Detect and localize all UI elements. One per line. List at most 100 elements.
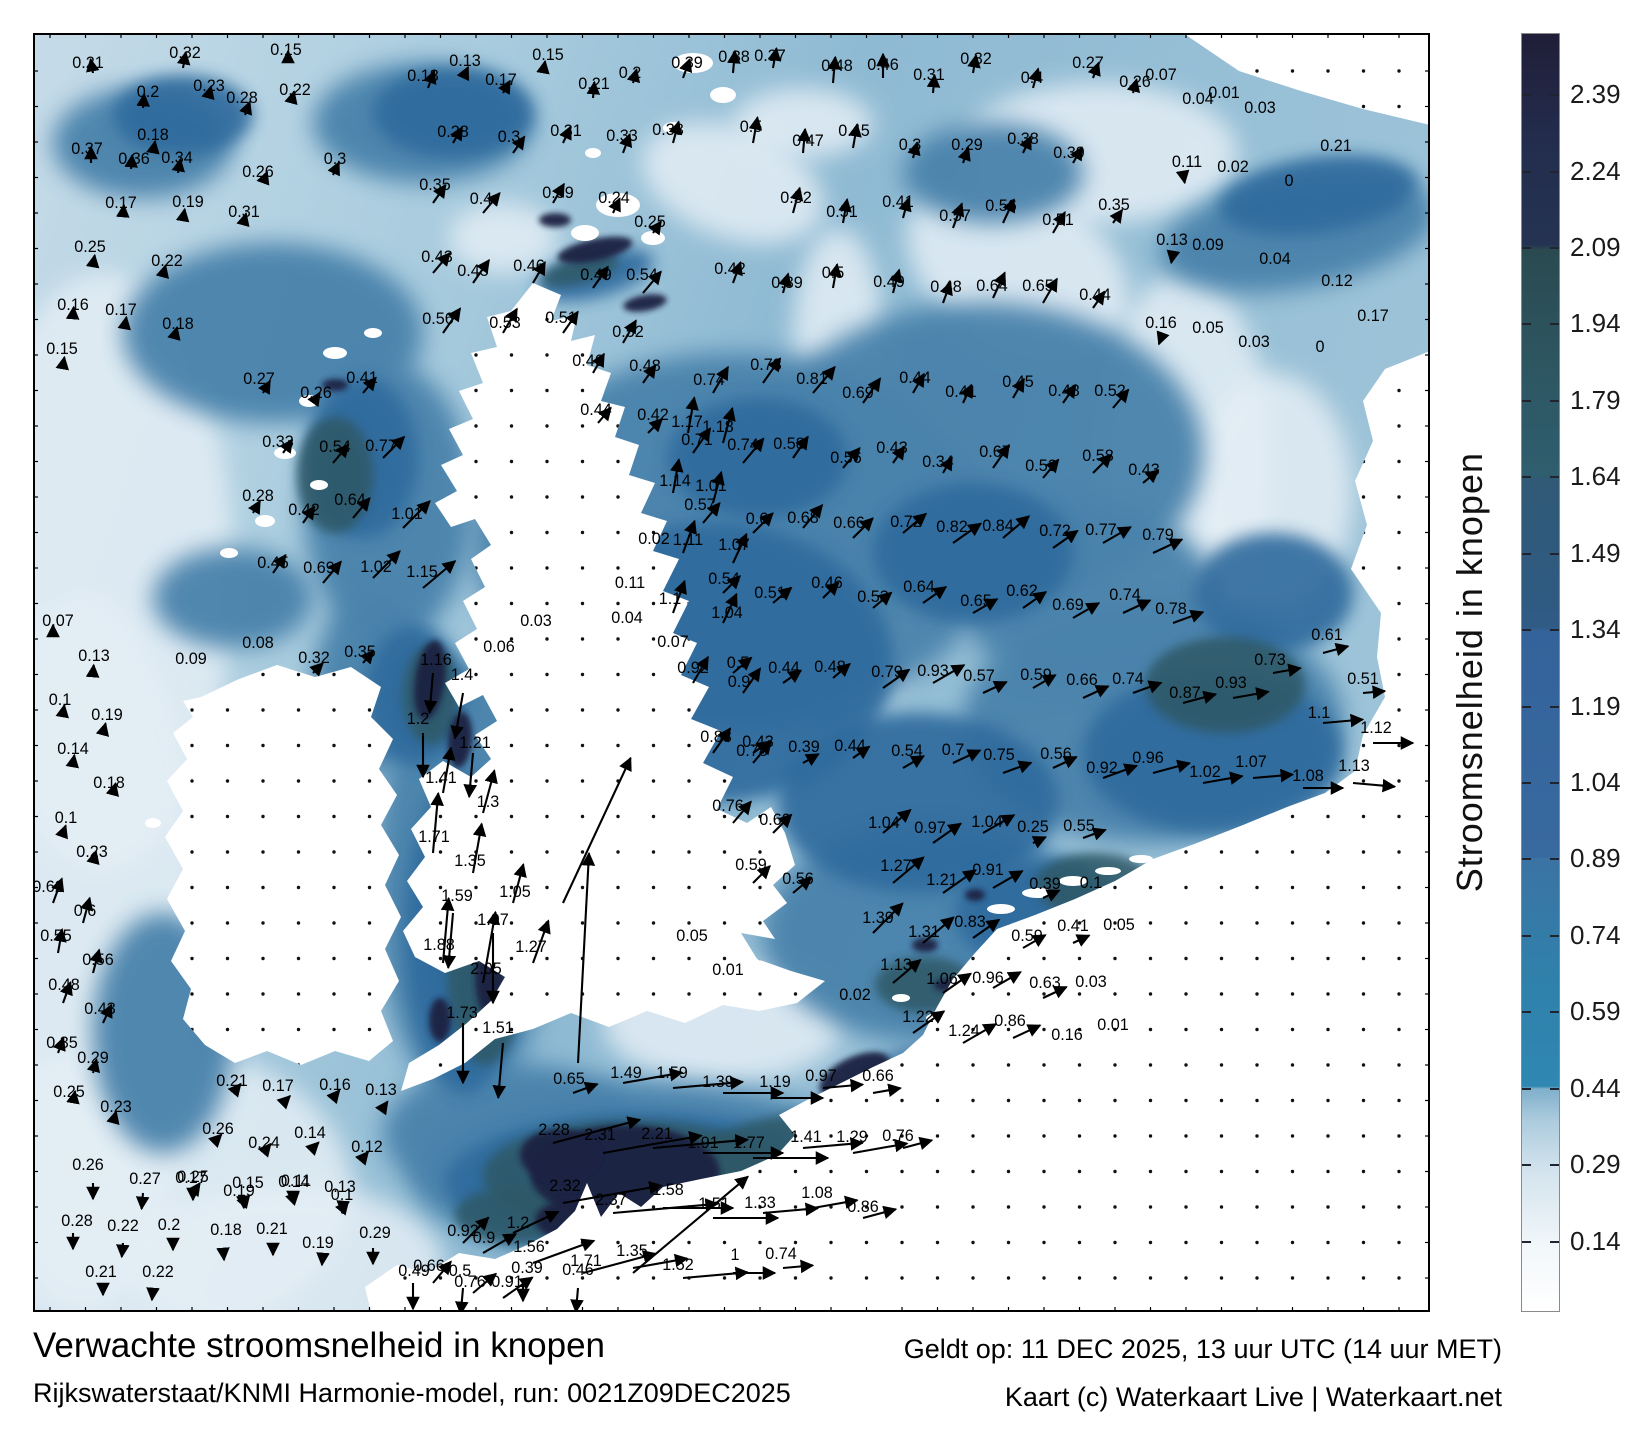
current-value-label: 0.46: [867, 56, 899, 74]
current-value-label: 0.03: [1244, 99, 1276, 117]
current-value-label: 1.02: [360, 558, 392, 576]
current-arrow: [767, 46, 782, 69]
current-arrow: [852, 517, 874, 539]
current-value-label: 1.33: [744, 1194, 776, 1212]
current-value-label: 0.24: [248, 1134, 280, 1152]
current-arrow: [939, 281, 953, 304]
colorbar-tick-label: 0.14: [1570, 1225, 1621, 1256]
current-arrow: [562, 310, 579, 334]
current-value-label: 0.4: [1021, 69, 1044, 87]
page-title: Verwachte stroomsnelheid in knopen: [33, 1326, 606, 1365]
current-value-label: 0.74: [727, 436, 759, 454]
current-arrow: [536, 59, 550, 75]
current-arrow: [146, 1287, 160, 1302]
current-value-label: 1.16: [420, 651, 452, 669]
current-arrow: [155, 264, 170, 279]
current-value-label: 1.12: [1360, 719, 1392, 737]
islet: [323, 347, 347, 359]
current-value-label: 1.07: [1235, 753, 1267, 771]
current-value-label: 0.52: [1025, 457, 1057, 475]
current-arrow: [1069, 146, 1083, 164]
current-value-label: 0.18: [407, 67, 439, 85]
current-value-label: 0.74: [1109, 586, 1141, 604]
current-arrow: [1362, 685, 1387, 699]
current-value-label: 0.28: [437, 123, 469, 141]
current-arrow: [86, 850, 100, 866]
current-arrow: [668, 120, 683, 144]
current-value-label: 0.96: [972, 969, 1004, 987]
current-arrow: [952, 749, 982, 764]
current-arrow: [1062, 383, 1077, 404]
current-arrow: [1042, 889, 1061, 902]
valid-time-caption: Geldt op: 11 DEC 2025, 13 uur UTC (14 uu…: [903, 1334, 1502, 1364]
current-arrow: [276, 1094, 292, 1110]
current-arrow: [52, 1036, 66, 1054]
current-value-label: 0.46: [513, 257, 545, 275]
current-value-label: 0.22: [151, 252, 183, 270]
current-value-label: 0.39: [1053, 144, 1085, 162]
current-value-label: 0.35: [1098, 196, 1130, 214]
current-value-label: 1.13: [880, 956, 912, 974]
current-arrow: [441, 746, 456, 794]
current-arrow: [55, 355, 69, 371]
current-arrow: [1272, 663, 1302, 677]
current-arrow: [882, 808, 912, 834]
current-value-label: 0.51: [826, 203, 858, 221]
current-value-label: 0.83: [700, 728, 732, 746]
current-value-label: 0.71: [681, 431, 713, 449]
current-arrow: [146, 139, 160, 155]
current-arrow: [782, 1259, 815, 1274]
current-arrow: [85, 663, 100, 678]
current-value-label: 0.09: [1192, 236, 1224, 254]
current-arrow: [124, 153, 138, 170]
current-value-label: 0.69: [759, 811, 791, 829]
islet: [710, 87, 736, 103]
current-value-label: 0.69: [1052, 596, 1084, 614]
current-arrow: [926, 73, 941, 94]
current-arrow: [307, 392, 321, 408]
current-arrow: [648, 220, 662, 236]
current-arrow: [463, 752, 478, 799]
current-value-label: 0.03: [1075, 973, 1107, 991]
landmass-continental-europe: [365, 351, 1430, 1312]
current-value-label: 0.17: [485, 71, 517, 89]
current-arrow: [167, 325, 181, 341]
current-arrow: [1252, 768, 1295, 783]
current-value-label: 0.21: [256, 1220, 288, 1238]
current-value-label: 1.22: [902, 1008, 934, 1026]
current-value-label: 0.66: [833, 514, 865, 532]
current-value-label: 0.54: [708, 570, 740, 588]
current-value-label: 0.09: [175, 650, 207, 668]
current-arrow: [982, 681, 1008, 694]
current-arrow: [1042, 458, 1060, 479]
colorbar-tick-label: 0.59: [1570, 996, 1621, 1027]
current-arrow: [902, 512, 928, 534]
current-arrow: [647, 417, 664, 434]
current-value-label: 1.18: [702, 418, 734, 436]
current-value-label: 1.73: [446, 1004, 478, 1022]
current-arrow: [135, 1192, 150, 1211]
current-value-label: 0.05: [1103, 916, 1135, 934]
current-value-label: 0.06: [483, 638, 515, 656]
current-value-label: 0.33: [606, 127, 638, 145]
current-arrow: [1152, 759, 1192, 775]
current-value-label: 0.58: [1082, 447, 1114, 465]
current-arrow: [608, 197, 621, 214]
current-value-label: 2.31: [584, 1126, 616, 1144]
current-arrow: [257, 379, 271, 395]
current-arrow: [1172, 609, 1205, 624]
current-arrow: [932, 664, 966, 684]
current-value-label: 0.45: [1002, 373, 1034, 391]
current-value-label: 0.84: [982, 517, 1014, 535]
current-value-label: 0.56: [782, 870, 814, 888]
current-value-label: 0.21: [578, 75, 610, 93]
current-value-label: 1.56: [513, 1238, 545, 1256]
current-value-label: 0.48: [48, 976, 80, 994]
current-value-label: 0.9: [728, 673, 751, 691]
current-value-label: 0.61: [1311, 626, 1343, 644]
current-arrow: [55, 703, 69, 719]
current-arrow: [55, 824, 68, 840]
current-arrow: [1002, 760, 1033, 774]
current-arrow: [972, 598, 999, 614]
